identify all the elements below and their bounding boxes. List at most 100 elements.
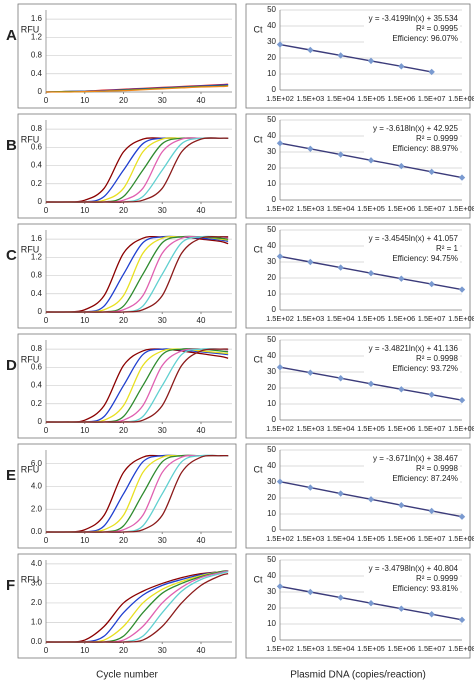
x-tick-label: 0 — [44, 646, 49, 655]
y-tick-label: 0 — [272, 525, 277, 534]
x-tick-label: 1.5E+07 — [418, 204, 446, 213]
data-point — [398, 605, 405, 612]
x-tick-label: 1.5E+08 — [448, 424, 474, 433]
plot: 0.0 1.0 2.0 3.0 4.0 RFU 0 10 20 30 40 — [21, 559, 232, 655]
y-tick-label: 4.0 — [31, 482, 43, 491]
x-tick-label: 30 — [158, 536, 167, 545]
annotation-box — [364, 452, 460, 486]
x-tick-label: 20 — [119, 646, 128, 655]
data-point — [428, 280, 435, 288]
annotation: Efficiency: 96.07% — [392, 34, 458, 43]
x-tick-label: 40 — [197, 646, 206, 655]
data-point — [337, 52, 344, 59]
panel-frame — [245, 553, 471, 659]
data-point — [367, 380, 375, 388]
y-tick-label: 0.8 — [31, 271, 43, 280]
x-tick-label: 1.5E+05 — [357, 644, 385, 653]
y-tick-label: 1.6 — [31, 14, 43, 23]
x-tick-label: 0 — [44, 206, 49, 215]
x-tick-label: 10 — [80, 316, 89, 325]
x-tick-label: 1.5E+05 — [357, 314, 385, 323]
y-axis-label: RFU — [21, 464, 40, 474]
x-tick-label: 0 — [44, 96, 49, 105]
y-tick-label: 0.6 — [31, 362, 43, 371]
amplification-curve — [45, 348, 229, 423]
x-tick-label: 1.5E+06 — [387, 644, 415, 653]
data-point — [398, 63, 405, 70]
annotation: y = -3.4798ln(x) + 40.804 — [369, 564, 459, 573]
x-tick-label: 20 — [119, 206, 128, 215]
data-point — [367, 496, 375, 503]
x-tick-label: 1.5E+08 — [448, 534, 474, 543]
x-tick-label: 30 — [158, 96, 167, 105]
x-tick-label: 1.5E+03 — [296, 314, 324, 323]
y-tick-label: 50 — [267, 445, 276, 454]
data-point — [458, 616, 466, 624]
data-point — [458, 174, 466, 181]
trend-line — [279, 43, 432, 73]
annotation: Efficiency: 87.24% — [392, 474, 458, 483]
y-tick-label: 1.0 — [31, 618, 43, 627]
y-tick-label: 1.2 — [31, 32, 43, 41]
annotation: y = -3.618ln(x) + 42.925 — [373, 124, 458, 133]
panel-letter: C — [6, 247, 17, 264]
x-tick-label: 20 — [119, 96, 128, 105]
annotation-box — [364, 122, 460, 156]
x-tick-label: 30 — [158, 206, 167, 215]
y-tick-label: 50 — [267, 335, 276, 344]
amplification-curve — [45, 85, 229, 93]
x-tick-label: 1.5E+03 — [296, 644, 324, 653]
data-point — [428, 507, 435, 515]
y-tick-label: 40 — [267, 21, 276, 30]
y-tick-label: 20 — [267, 603, 276, 612]
y-tick-label: 50 — [267, 555, 276, 564]
y-tick-label: 0 — [272, 635, 277, 644]
y-tick-label: 0.2 — [31, 179, 43, 188]
data-point — [458, 396, 466, 404]
y-tick-label: 40 — [267, 461, 276, 470]
x-tick-label: 1.5E+03 — [296, 534, 324, 543]
data-point — [307, 145, 314, 152]
data-point — [337, 594, 344, 601]
x-tick-label: 0 — [44, 316, 49, 325]
panel-frame — [17, 223, 237, 329]
y-tick-label: 10 — [267, 619, 276, 628]
x-tick-label: 1.5E+03 — [296, 204, 324, 213]
data-point — [307, 588, 314, 596]
y-axis-label: RFU — [21, 574, 40, 584]
annotation-box — [364, 342, 460, 376]
y-tick-label: 4.0 — [31, 559, 43, 568]
annotation: R² = 0.9999 — [416, 574, 459, 583]
y-tick-label: 0 — [272, 305, 277, 314]
x-tick-label: 1.5E+03 — [296, 424, 324, 433]
y-tick-label: 40 — [267, 351, 276, 360]
x-tick-label: 1.5E+05 — [357, 94, 385, 103]
annotation-box — [364, 12, 460, 46]
annotation: y = -3.4199ln(x) + 35.534 — [369, 14, 459, 23]
x-tick-label: 20 — [119, 536, 128, 545]
y-tick-label: 40 — [267, 131, 276, 140]
y-tick-label: 1.2 — [31, 252, 43, 261]
y-tick-label: 0.8 — [31, 124, 43, 133]
y-tick-label: 2.0 — [31, 504, 43, 513]
data-point — [276, 364, 284, 371]
data-point — [458, 513, 466, 520]
data-point — [398, 502, 405, 509]
y-tick-label: 0.4 — [31, 289, 43, 298]
y-tick-label: 0.2 — [31, 399, 43, 408]
y-tick-label: 50 — [267, 115, 276, 124]
annotation: Efficiency: 93.72% — [392, 364, 458, 373]
data-point — [276, 478, 284, 485]
panel-letter: E — [6, 467, 16, 484]
y-tick-label: 20 — [267, 383, 276, 392]
data-point — [367, 57, 375, 65]
panel-letter: B — [6, 137, 17, 154]
data-point — [337, 151, 344, 158]
